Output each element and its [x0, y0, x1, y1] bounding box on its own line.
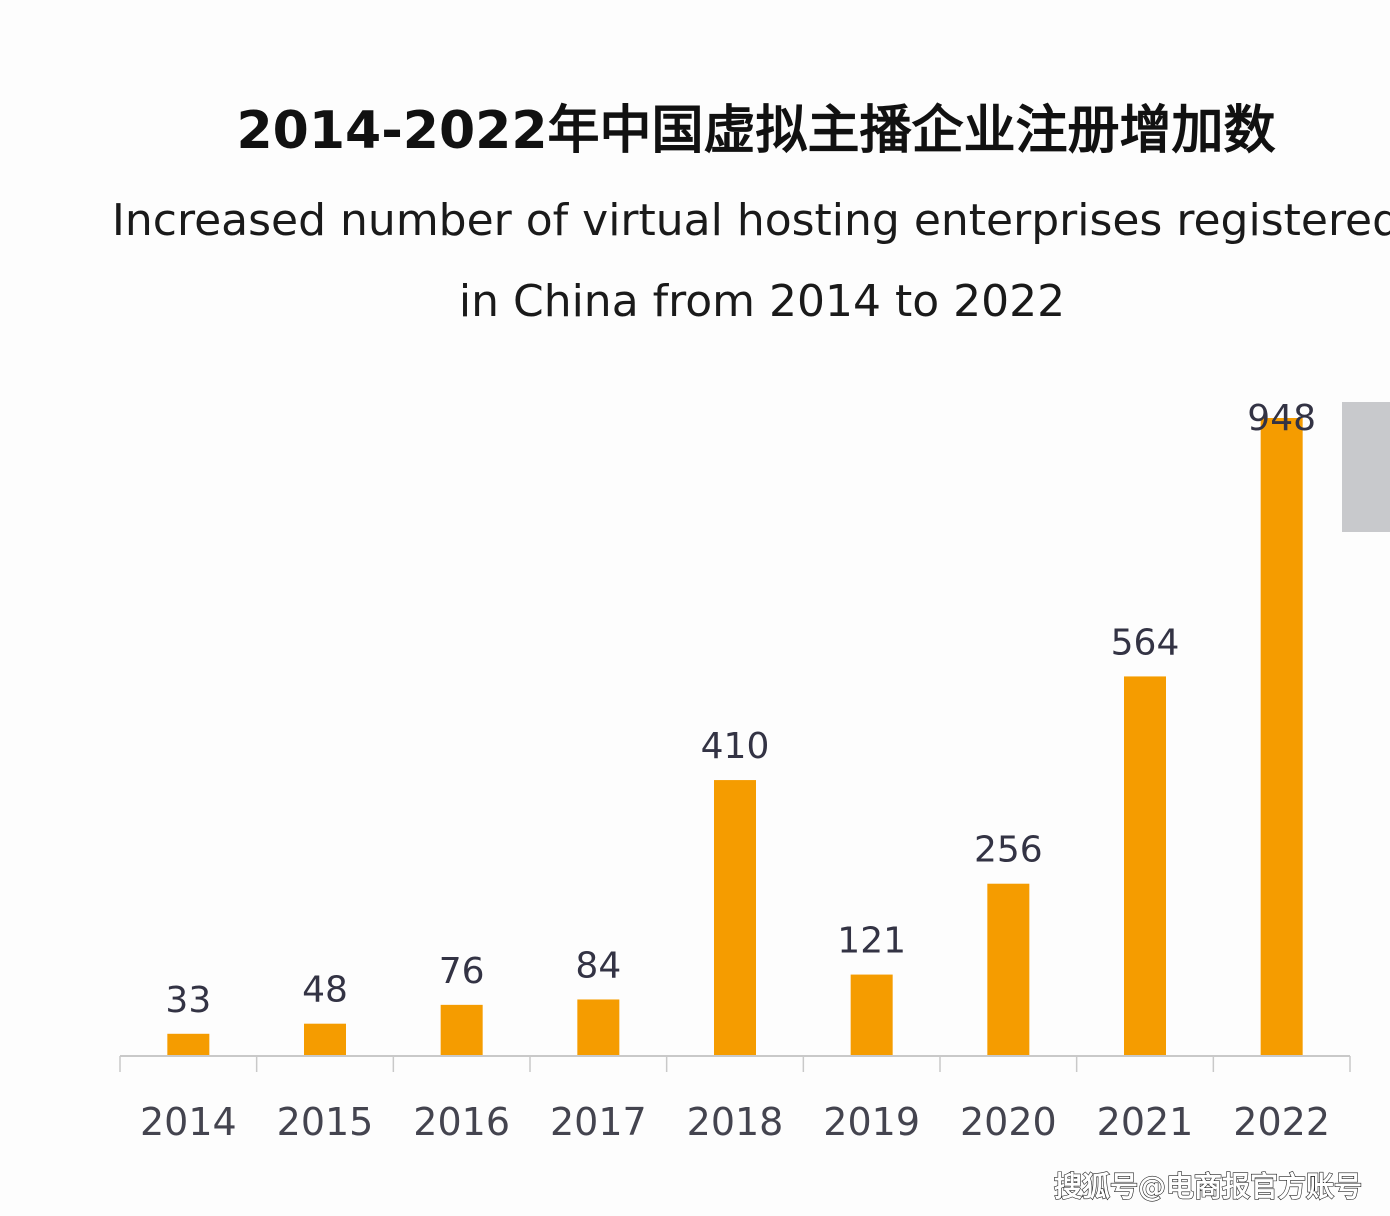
data-label-2022: 948: [1247, 398, 1316, 439]
x-tick-label-2018: 2018: [687, 1100, 784, 1144]
side-scroll-tab: [1342, 402, 1390, 532]
bar-2014: [167, 1033, 210, 1056]
chart-subtitle-line-2: in China from 2014 to 2022: [459, 276, 1065, 327]
x-tick-label-2017: 2017: [550, 1100, 647, 1144]
data-label-2017: 84: [575, 945, 621, 986]
watermark: 搜狐号@电商报官方账号: [1054, 1170, 1362, 1203]
chart-title: 2014-2022年中国虚拟主播企业注册增加数: [236, 101, 1275, 161]
x-tick-label-2016: 2016: [413, 1100, 510, 1144]
x-tick-label-2020: 2020: [960, 1100, 1057, 1144]
data-label-2015: 48: [302, 970, 348, 1011]
bar-2015: [304, 1023, 346, 1056]
bar-2019: [850, 974, 893, 1056]
bar-2016: [440, 1004, 483, 1056]
data-label-2018: 410: [701, 726, 770, 767]
bar-2017: [577, 999, 620, 1056]
bar-2018: [714, 780, 756, 1056]
chart-subtitle-line-1: Increased number of virtual hosting ente…: [112, 195, 1390, 246]
x-tick-label-2021: 2021: [1097, 1100, 1194, 1144]
x-tick-label-2014: 2014: [140, 1100, 237, 1144]
data-label-2020: 256: [974, 830, 1043, 871]
data-label-2016: 76: [439, 951, 485, 992]
data-label-2019: 121: [837, 921, 906, 962]
x-tick-label-2015: 2015: [277, 1100, 374, 1144]
bar-2022: [1260, 418, 1303, 1056]
x-tick-label-2019: 2019: [823, 1100, 920, 1144]
bar-2021: [1124, 676, 1166, 1056]
data-label-2021: 564: [1111, 622, 1180, 663]
bar-2020: [987, 883, 1030, 1056]
data-label-2014: 33: [165, 980, 211, 1021]
x-tick-label-2022: 2022: [1233, 1100, 1330, 1144]
